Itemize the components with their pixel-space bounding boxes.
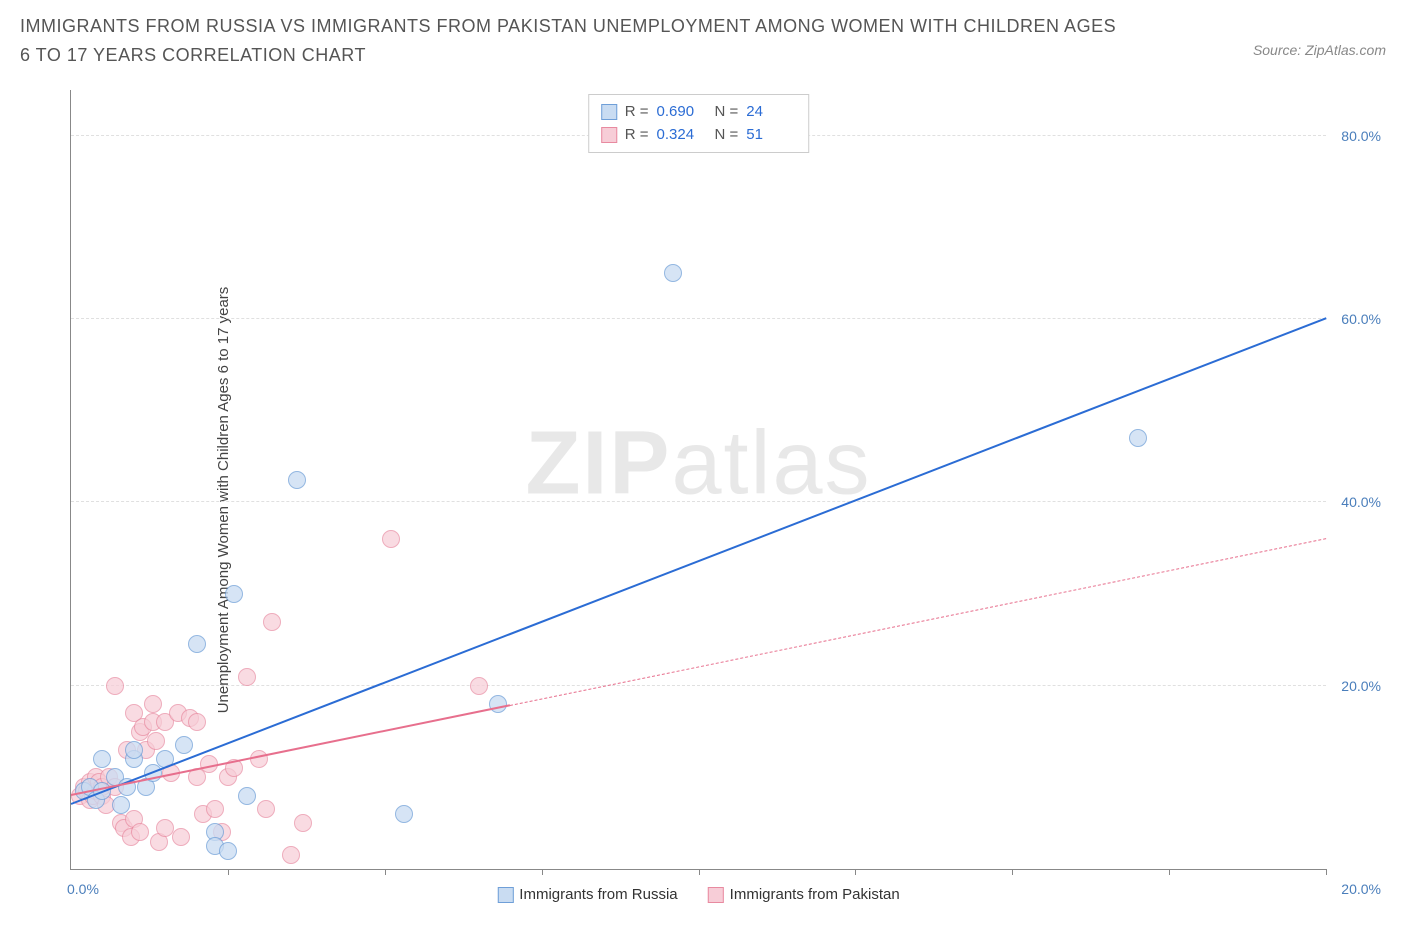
swatch-pakistan-icon [708,887,724,903]
data-point [125,741,143,759]
legend-row-pakistan: R = 0.324 N = 51 [601,124,797,147]
swatch-russia-icon [497,887,513,903]
legend-label-pakistan: Immigrants from Pakistan [730,886,900,903]
r-value-pakistan: 0.324 [657,124,707,147]
x-tick [699,869,700,875]
data-point [263,613,281,631]
x-tick [1326,869,1327,875]
r-label: R = [625,101,649,124]
legend-item-russia: Immigrants from Russia [497,886,677,903]
x-tick-label: 0.0% [67,881,99,897]
data-point [225,585,243,603]
r-label: R = [625,124,649,147]
data-point [219,842,237,860]
chart-title: IMMIGRANTS FROM RUSSIA VS IMMIGRANTS FRO… [20,12,1120,70]
gridline [71,685,1326,686]
data-point [382,530,400,548]
data-point [395,805,413,823]
gridline [71,501,1326,502]
n-value-russia: 24 [746,101,796,124]
data-point [1129,429,1147,447]
trend-line [71,317,1327,805]
legend-label-russia: Immigrants from Russia [519,886,677,903]
chart-container: Unemployment Among Women with Children A… [20,90,1386,910]
data-point [470,677,488,695]
data-point [188,635,206,653]
watermark: ZIPatlas [525,412,871,515]
trend-line [510,538,1326,706]
data-point [175,736,193,754]
data-point [489,695,507,713]
x-tick-label: 20.0% [1341,881,1381,897]
plot-area: ZIPatlas R = 0.690 N = 24 R = 0.324 N = … [70,90,1326,870]
n-label: N = [715,124,739,147]
x-tick [385,869,386,875]
data-point [106,677,124,695]
gridline [71,318,1326,319]
data-point [93,750,111,768]
data-point [238,787,256,805]
legend-item-pakistan: Immigrants from Pakistan [708,886,900,903]
legend-row-russia: R = 0.690 N = 24 [601,101,797,124]
y-tick-label: 60.0% [1341,311,1381,327]
x-tick [1012,869,1013,875]
x-tick [542,869,543,875]
watermark-light: atlas [671,413,871,513]
source-attribution: Source: ZipAtlas.com [1253,42,1386,58]
data-point [172,828,190,846]
x-tick [855,869,856,875]
data-point [288,471,306,489]
data-point [664,264,682,282]
n-value-pakistan: 51 [746,124,796,147]
r-value-russia: 0.690 [657,101,707,124]
correlation-legend: R = 0.690 N = 24 R = 0.324 N = 51 [588,94,810,153]
y-tick-label: 40.0% [1341,494,1381,510]
data-point [112,796,130,814]
chart-header: IMMIGRANTS FROM RUSSIA VS IMMIGRANTS FRO… [0,0,1406,70]
data-point [206,800,224,818]
swatch-pakistan [601,127,617,143]
watermark-bold: ZIP [525,413,671,513]
series-legend: Immigrants from Russia Immigrants from P… [497,886,899,903]
data-point [294,814,312,832]
y-tick-label: 20.0% [1341,678,1381,694]
n-label: N = [715,101,739,124]
swatch-russia [601,104,617,120]
data-point [282,846,300,864]
x-tick [228,869,229,875]
data-point [144,695,162,713]
data-point [131,823,149,841]
y-tick-label: 80.0% [1341,128,1381,144]
data-point [188,713,206,731]
x-tick [1169,869,1170,875]
data-point [250,750,268,768]
data-point [147,732,165,750]
data-point [257,800,275,818]
data-point [238,668,256,686]
